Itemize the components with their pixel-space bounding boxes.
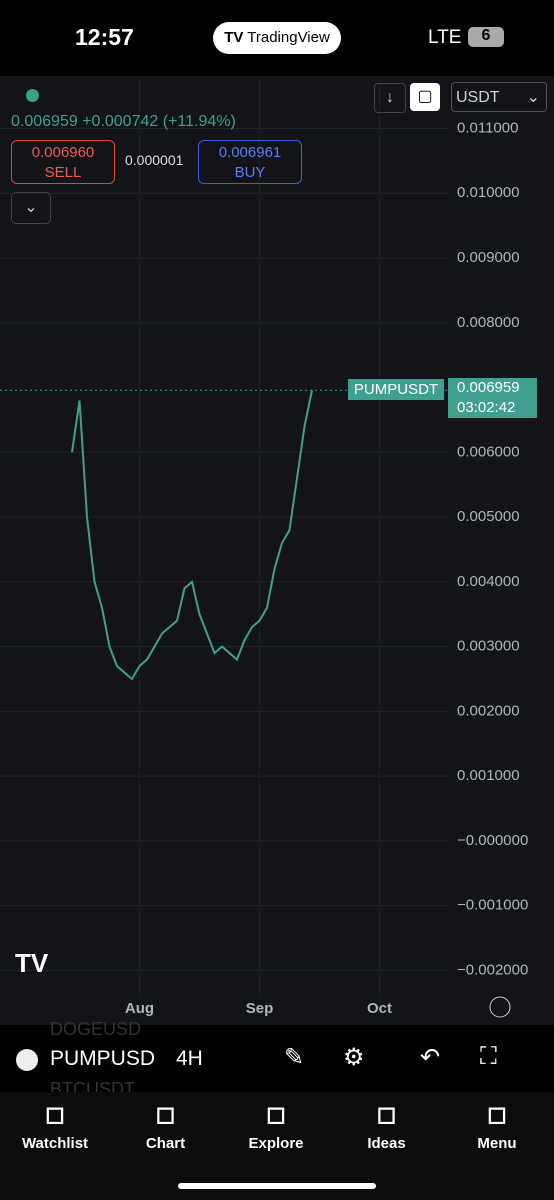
sell-label: SELL xyxy=(44,164,82,181)
y-tick-label: 0.001000 xyxy=(457,767,520,784)
status-dot xyxy=(26,89,39,102)
tab[interactable]: ◻ Explore xyxy=(226,1100,326,1152)
collapse-button[interactable]: ⌄ xyxy=(11,192,51,224)
x-tick-label: Sep xyxy=(246,1000,274,1017)
battery: 6 xyxy=(468,27,504,47)
symbol[interactable]: PUMPUSD xyxy=(50,1047,156,1070)
interval[interactable]: 4H xyxy=(176,1047,203,1070)
currency: USDT xyxy=(456,89,500,106)
app-name: TradingView xyxy=(247,29,330,46)
change-pct: (+11.94%) xyxy=(162,113,236,130)
tab[interactable]: ◻ Ideas xyxy=(337,1100,437,1152)
tv-logo: TV xyxy=(15,948,49,978)
x-tick-label: Aug xyxy=(125,1000,154,1017)
ghost-symbol: DOGEUSD xyxy=(50,1019,142,1039)
change: +0.000742 xyxy=(82,113,159,130)
settings-tool[interactable]: ⚙ xyxy=(343,1044,365,1071)
sell-button[interactable]: 0.006960 SELL xyxy=(11,140,115,184)
quote: 0.006959 +0.000742 (+11.94%) xyxy=(11,113,236,131)
y-tick-label: −0.002000 xyxy=(457,961,528,978)
price: 0.006959 xyxy=(11,113,78,130)
network: LTE xyxy=(428,27,462,48)
tab[interactable]: ◻ Chart xyxy=(116,1100,216,1152)
tab-label: Explore xyxy=(248,1135,304,1152)
chart-bg xyxy=(0,76,554,1025)
symbol-tag: PUMPUSDT xyxy=(348,379,444,400)
buy-price: 0.006961 xyxy=(218,144,282,161)
toolbar: DOGEUSD BTCUSDT PUMPUSD 4H ✎ ⚙ ↶ ⛶ xyxy=(0,1019,554,1099)
y-tick-label: −0.001000 xyxy=(457,897,528,914)
y-tick-label: −0.000000 xyxy=(457,832,528,849)
tab-label: Watchlist xyxy=(21,1135,89,1152)
tab-label: Chart xyxy=(145,1135,186,1152)
y-tick-label: 0.008000 xyxy=(457,314,520,331)
axis-settings[interactable] xyxy=(489,996,511,1018)
undo-tool[interactable]: ↶ xyxy=(420,1044,441,1071)
y-tick-label: 0.010000 xyxy=(457,184,520,201)
price-tag: 0.006959 03:02:42 xyxy=(448,378,537,418)
download-button[interactable]: ↓ xyxy=(374,83,406,113)
y-tick-label: 0.002000 xyxy=(457,702,520,719)
buy-button[interactable]: 0.006961 BUY xyxy=(198,140,302,184)
countdown: 03:02:42 xyxy=(457,399,516,416)
y-tick-label: 0.011000 xyxy=(457,119,518,136)
last-price: 0.006959 xyxy=(457,379,520,396)
x-tick-label: Oct xyxy=(367,1000,392,1017)
spread: 0.000001 xyxy=(125,152,184,168)
y-tick-label: 0.004000 xyxy=(457,573,520,590)
tab[interactable]: ◻ Menu xyxy=(447,1100,547,1152)
fullscreen-tool[interactable]: ⛶ xyxy=(480,1043,497,1070)
fit-button[interactable]: ▢ xyxy=(410,83,440,111)
home-indicator xyxy=(178,1183,376,1189)
tab-label: Menu xyxy=(477,1135,517,1152)
tab-label: Ideas xyxy=(367,1135,406,1152)
y-tick-label: 0.003000 xyxy=(457,638,520,655)
buy-label: BUY xyxy=(234,164,266,181)
tab-bar xyxy=(0,1092,554,1200)
draw-tool[interactable]: ✎ xyxy=(284,1044,305,1071)
y-tick-label: 0.005000 xyxy=(457,508,520,525)
currency-select[interactable]: USDT ⌄ xyxy=(451,82,547,112)
tab[interactable]: ◻ Watchlist xyxy=(5,1100,105,1152)
status-time: 12:57 xyxy=(75,24,134,50)
price-line xyxy=(71,390,313,681)
app-pill[interactable]: TV TradingView xyxy=(213,22,341,54)
sell-price: 0.006960 xyxy=(31,144,95,161)
y-tick-label: 0.006000 xyxy=(457,443,520,460)
symbol-icon xyxy=(16,1049,38,1071)
y-tick-label: 0.009000 xyxy=(457,249,520,266)
chart: 0.011000 0.010000 0.009000 0.008000 0.006000… xyxy=(0,76,554,1025)
